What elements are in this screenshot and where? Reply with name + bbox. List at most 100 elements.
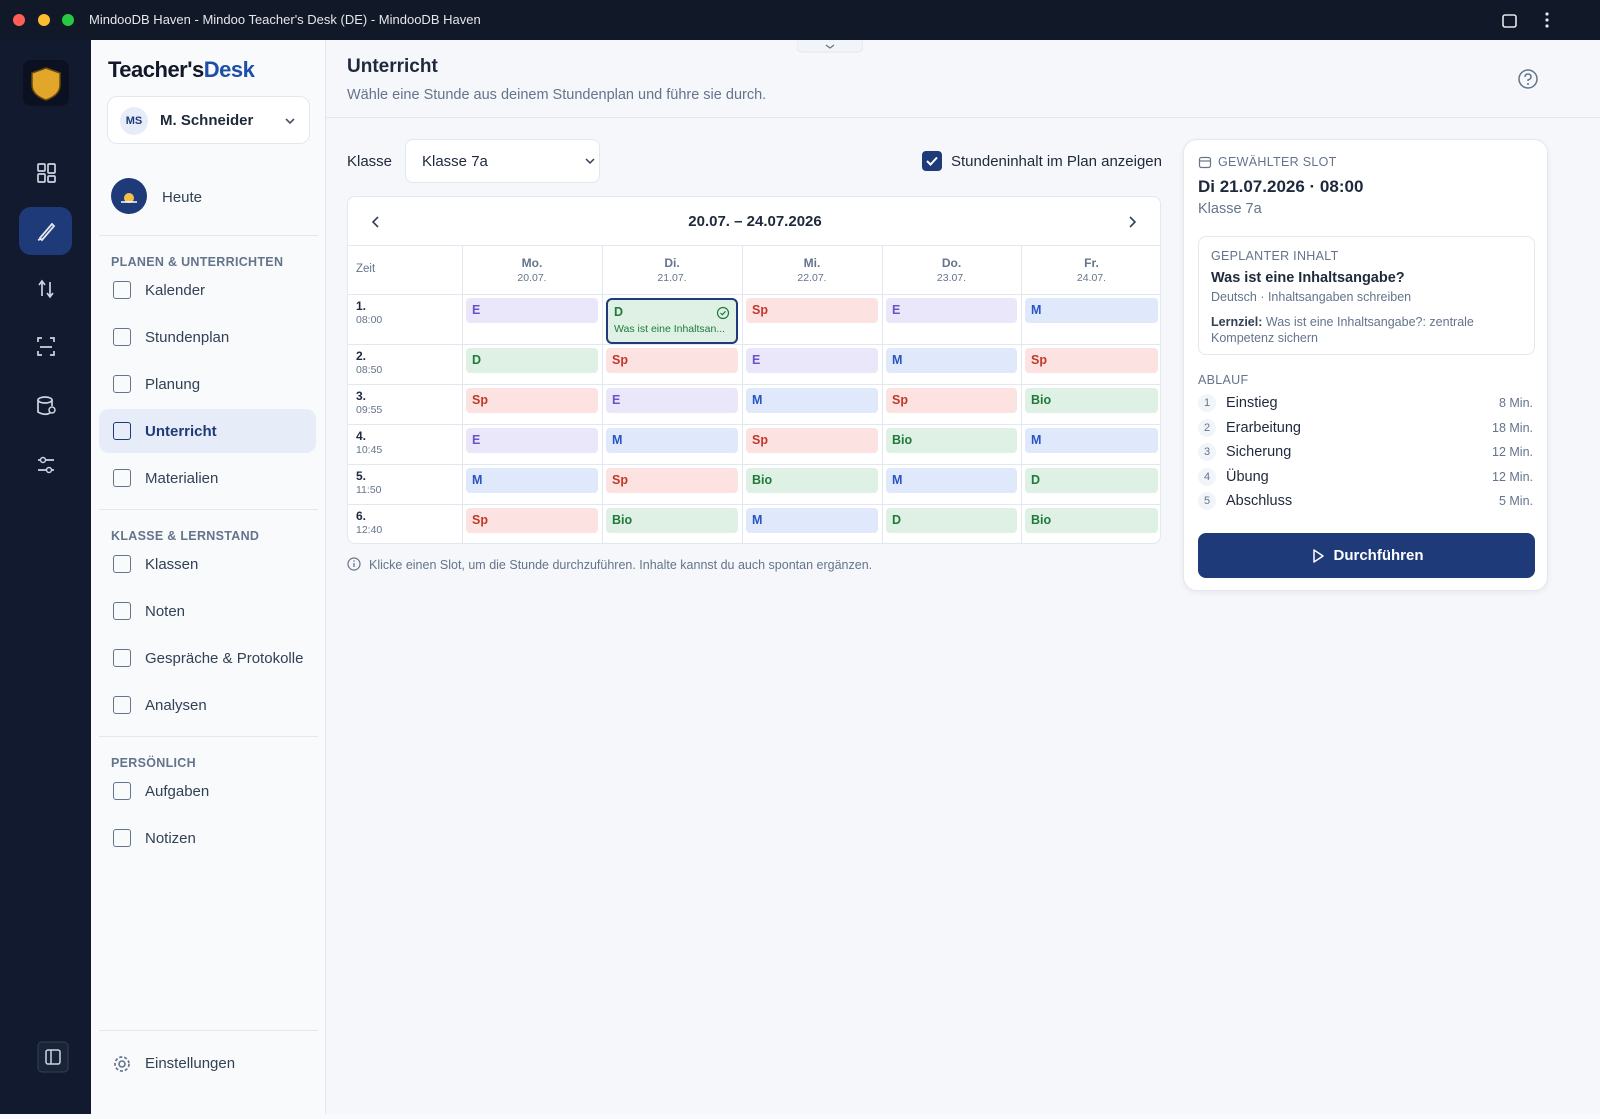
slot[interactable]: E xyxy=(606,388,738,413)
goal: Lernziel: Was ist eine Inhaltsangabe?: z… xyxy=(1211,314,1521,346)
grid-line xyxy=(348,504,1160,505)
slot[interactable]: M xyxy=(466,468,598,493)
nav-item[interactable]: Stundenplan xyxy=(99,315,316,359)
extension-icon[interactable] xyxy=(1500,10,1520,30)
nav-item[interactable]: Aufgaben xyxy=(99,769,316,813)
prev-week[interactable] xyxy=(370,215,382,229)
help-icon[interactable] xyxy=(1517,68,1539,90)
content-label: GEPLANTER INHALT xyxy=(1211,249,1339,263)
run-button[interactable]: Durchführen xyxy=(1198,533,1535,578)
user-name: M. Schneider xyxy=(160,112,254,129)
divider xyxy=(99,509,318,510)
step-duration: 12 Min. xyxy=(1492,445,1533,459)
step-name: Übung xyxy=(1226,468,1269,485)
nav-item[interactable]: Notizen xyxy=(99,816,316,860)
step-number: 5 xyxy=(1198,492,1216,510)
content-title: Was ist eine Inhaltsangabe? xyxy=(1211,270,1405,286)
slot[interactable]: Sp xyxy=(746,428,878,453)
nav-item[interactable]: Analysen xyxy=(99,683,316,727)
grid-line xyxy=(742,245,743,543)
slot[interactable]: Bio xyxy=(1025,388,1158,413)
slot[interactable]: M xyxy=(886,468,1017,493)
nav-item[interactable]: Kalender xyxy=(99,268,316,312)
slot[interactable]: D xyxy=(466,348,598,373)
slot-subject: E xyxy=(472,433,481,447)
slot[interactable]: Sp xyxy=(1025,348,1158,373)
nav-icon xyxy=(113,649,131,667)
step-duration: 18 Min. xyxy=(1492,420,1533,435)
slot[interactable]: Sp xyxy=(886,388,1017,413)
step-duration: 12 Min. xyxy=(1492,469,1533,484)
slot[interactable]: M xyxy=(746,388,878,413)
slot[interactable]: Sp xyxy=(746,298,878,323)
period-time: 08:00 xyxy=(356,314,383,326)
period-time: 09:55 xyxy=(356,404,383,416)
checkbox-label: Stundeninhalt im Plan anzeigen xyxy=(951,153,1162,170)
slot[interactable]: E xyxy=(466,298,598,323)
slot[interactable]: E xyxy=(466,428,598,453)
slot[interactable]: D xyxy=(886,508,1017,533)
day-date: 23.07. xyxy=(936,272,967,284)
menu-icon[interactable] xyxy=(1542,10,1552,30)
schedule: 20.07. – 24.07.2026 Zeit Mo. 20.07. Di. 21.0… xyxy=(347,196,1161,544)
slot[interactable]: D xyxy=(1025,468,1158,493)
nav-item[interactable]: Gespräche & Protokolle xyxy=(99,636,316,680)
class-label: Klasse xyxy=(347,153,393,170)
content-subject: Deutsch · Inhaltsangaben schreiben xyxy=(1211,290,1412,304)
day-name: Di. xyxy=(664,256,680,270)
slot-subject: E xyxy=(612,393,621,407)
slot[interactable]: Sp xyxy=(466,388,598,413)
period-number: 1. xyxy=(356,299,367,313)
slot[interactable]: M xyxy=(886,348,1017,373)
slot[interactable]: Sp xyxy=(466,508,598,533)
selected-slot[interactable]: D Was ist eine Inhaltsan... xyxy=(606,298,738,344)
nav-item[interactable]: Unterricht xyxy=(99,409,316,453)
slot-subject: M xyxy=(892,353,903,367)
slot[interactable]: M xyxy=(746,508,878,533)
nav-label: Unterricht xyxy=(145,422,217,440)
nav-label: Materialien xyxy=(145,469,219,487)
nav-item[interactable]: Materialien xyxy=(99,456,316,500)
step-name: Sicherung xyxy=(1226,444,1292,460)
slot[interactable]: M xyxy=(606,428,738,453)
slot-subject: E xyxy=(472,303,481,317)
window-controls[interactable] xyxy=(12,13,82,27)
user-select[interactable]: MS M. Schneider xyxy=(107,96,310,144)
step-duration: 8 Min. xyxy=(1498,396,1533,410)
slot[interactable]: Bio xyxy=(746,468,878,493)
today-item[interactable]: Heute xyxy=(99,174,316,220)
settings-item[interactable]: Einstellungen xyxy=(99,1041,316,1085)
grid-line xyxy=(348,344,1160,345)
slot-subject: Sp xyxy=(612,473,628,487)
slot[interactable]: M xyxy=(1025,428,1158,453)
slot-subject: Bio xyxy=(1031,513,1052,527)
day-date: 22.07. xyxy=(797,272,827,284)
brand: Teacher'sDesk xyxy=(108,57,255,83)
content-card: GEPLANTER INHALT Was ist eine Inhaltsang… xyxy=(1198,236,1535,355)
day-name: Mo. xyxy=(521,256,543,270)
slot[interactable]: E xyxy=(886,298,1017,323)
slot[interactable]: Sp xyxy=(606,348,738,373)
slot[interactable]: Sp xyxy=(606,468,738,493)
next-week[interactable] xyxy=(1126,215,1138,229)
slot[interactable]: Bio xyxy=(606,508,738,533)
class-select[interactable]: Klasse 7a xyxy=(405,139,600,183)
nav-label: Planung xyxy=(145,375,201,393)
nav-item[interactable]: Noten xyxy=(99,589,316,633)
section-title: KLASSE & LERNSTAND xyxy=(111,529,260,543)
slot-subject: D xyxy=(472,353,482,367)
step-duration: 5 Min. xyxy=(1498,494,1533,508)
slot[interactable]: Bio xyxy=(1025,508,1158,533)
slot[interactable]: M xyxy=(1025,298,1158,323)
checkbox[interactable] xyxy=(921,150,943,172)
nav-item[interactable]: Planung xyxy=(99,362,316,406)
step-number: 2 xyxy=(1198,418,1216,437)
slot-subject: M xyxy=(1031,433,1042,447)
nav-item[interactable]: Klassen xyxy=(99,542,316,586)
nav-label: Aufgaben xyxy=(145,782,210,800)
nav-icon xyxy=(113,602,131,620)
slot[interactable]: E xyxy=(746,348,878,373)
slot[interactable]: Bio xyxy=(886,428,1017,453)
collapse-tab[interactable] xyxy=(797,40,863,54)
grid-line xyxy=(348,464,1160,465)
